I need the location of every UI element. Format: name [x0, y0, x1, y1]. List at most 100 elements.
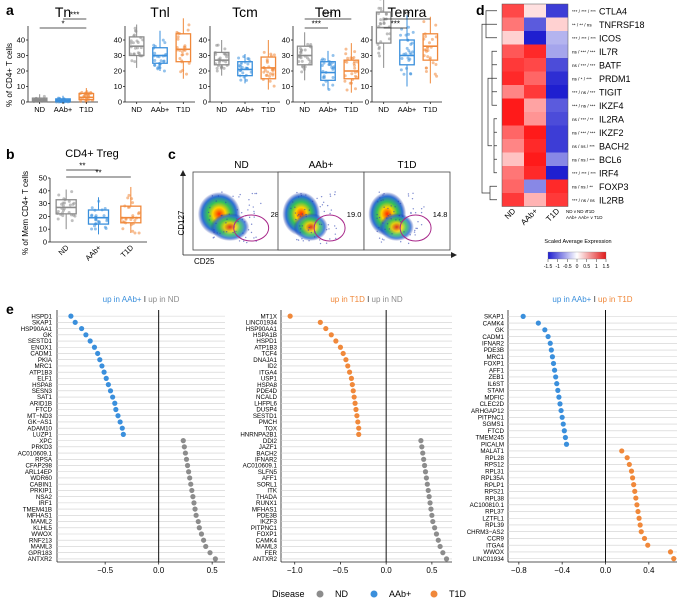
event-dot — [402, 215, 404, 217]
heatmap-cell — [502, 166, 524, 180]
heatmap-cell — [546, 179, 568, 193]
event-dot — [325, 242, 328, 244]
jitter-point — [124, 217, 128, 221]
jitter-point — [187, 61, 191, 65]
gene-label: HSP90AA1 — [21, 326, 53, 333]
density-blob — [293, 213, 328, 241]
jitter-point — [303, 65, 307, 69]
heatmap-cell — [502, 31, 524, 45]
jitter-point — [407, 25, 411, 29]
event-dot — [329, 212, 331, 215]
jitter-point — [133, 60, 137, 64]
gene-label: IL2RB — [599, 195, 624, 205]
dotplot-title: up in AAb+ I up in T1D — [552, 295, 632, 304]
gene-dot — [542, 327, 548, 333]
gene-label: RPLP1 — [484, 482, 504, 489]
box-T1D — [175, 33, 192, 63]
gene-dot — [105, 381, 111, 388]
gene-label: RPL28 — [485, 455, 504, 462]
jitter-point — [300, 64, 304, 68]
event-dot — [254, 192, 256, 195]
gene-label: IL7R — [599, 47, 619, 57]
gene-dot — [117, 419, 123, 425]
jitter-point — [239, 78, 243, 82]
subpanel-title: Tnl — [150, 4, 169, 20]
event-dot — [398, 219, 401, 221]
gene-dot — [430, 518, 436, 525]
significance-triplet: *** / *** / *** — [572, 36, 596, 41]
heatmap-cell — [502, 85, 524, 99]
event-dot — [398, 215, 400, 217]
event-dot — [325, 228, 328, 231]
jitter-point — [224, 60, 228, 64]
gene-label: IL2RA — [599, 114, 624, 124]
gene-dot — [212, 556, 218, 562]
gene-label: IRF1 — [39, 500, 53, 507]
gene-label: HSPD1 — [256, 338, 277, 345]
event-dot — [420, 207, 423, 210]
flow-plot-title: AAb+ — [309, 160, 334, 171]
gene-label: RPL35A — [481, 475, 505, 482]
gene-dot — [87, 338, 93, 344]
gene-dot — [425, 487, 431, 494]
gene-label: MT1X — [260, 313, 277, 320]
panel-letter-c: c — [168, 146, 176, 162]
event-dot — [248, 198, 250, 201]
gene-label: PICALM — [481, 441, 504, 448]
y-tick-label: 20 — [17, 67, 25, 76]
x-tick-label: T1D — [423, 105, 438, 114]
gene-dot — [619, 448, 625, 454]
gene-label: AFF1 — [262, 475, 278, 482]
heatmap-cell — [502, 125, 524, 139]
jitter-point — [300, 59, 304, 63]
event-dot — [219, 232, 221, 234]
gene-dot — [628, 468, 635, 474]
event-dot — [226, 218, 228, 221]
gene-dot — [631, 482, 637, 488]
event-dot — [305, 215, 307, 218]
heatmap-cell — [546, 98, 568, 112]
event-dot — [416, 227, 418, 230]
subpanel-title: Tn — [55, 4, 71, 20]
gene-label: HNRNPA2B1 — [240, 432, 277, 439]
gene-label: PMCH — [259, 419, 277, 426]
gene-label: ANTXR2 — [28, 556, 53, 563]
heatmap-cell — [546, 152, 568, 166]
event-dot — [236, 209, 239, 211]
x-tick-label: ND — [299, 105, 310, 114]
gene-label: NSA2 — [36, 494, 53, 501]
jitter-point — [424, 69, 428, 73]
y-tick-label: 20 — [39, 212, 47, 221]
event-dot — [376, 213, 378, 216]
event-dot — [376, 217, 378, 219]
event-dot — [399, 202, 402, 205]
event-dot — [305, 213, 307, 216]
jitter-point — [73, 214, 77, 218]
jitter-point — [428, 56, 432, 60]
panel-letter-d: d — [476, 2, 485, 18]
event-dot — [296, 238, 298, 241]
event-dot — [255, 192, 258, 195]
y-tick-label: 30 — [17, 51, 25, 60]
significance-triplet: *** / *** / *** — [572, 171, 596, 176]
jitter-point — [424, 35, 428, 39]
jitter-point — [405, 46, 409, 50]
event-dot — [380, 199, 382, 202]
legend-nd-label: ND — [335, 589, 348, 599]
jitter-point — [93, 227, 97, 231]
gene-dot — [562, 434, 569, 441]
event-dot — [301, 225, 304, 227]
event-dot — [320, 195, 323, 198]
gene-label: IRF4 — [599, 168, 619, 178]
density-blob — [210, 213, 250, 241]
event-dot — [381, 238, 384, 240]
jitter-point — [159, 59, 163, 63]
x-tick-label: T1D — [344, 105, 359, 114]
jitter-point — [306, 42, 310, 46]
jitter-point — [222, 66, 226, 70]
significance-triplet: *** / *** / *** — [572, 9, 596, 14]
event-dot — [213, 231, 215, 233]
jitter-point — [323, 58, 327, 62]
gene-dot — [634, 502, 640, 508]
gene-dot — [187, 475, 193, 481]
